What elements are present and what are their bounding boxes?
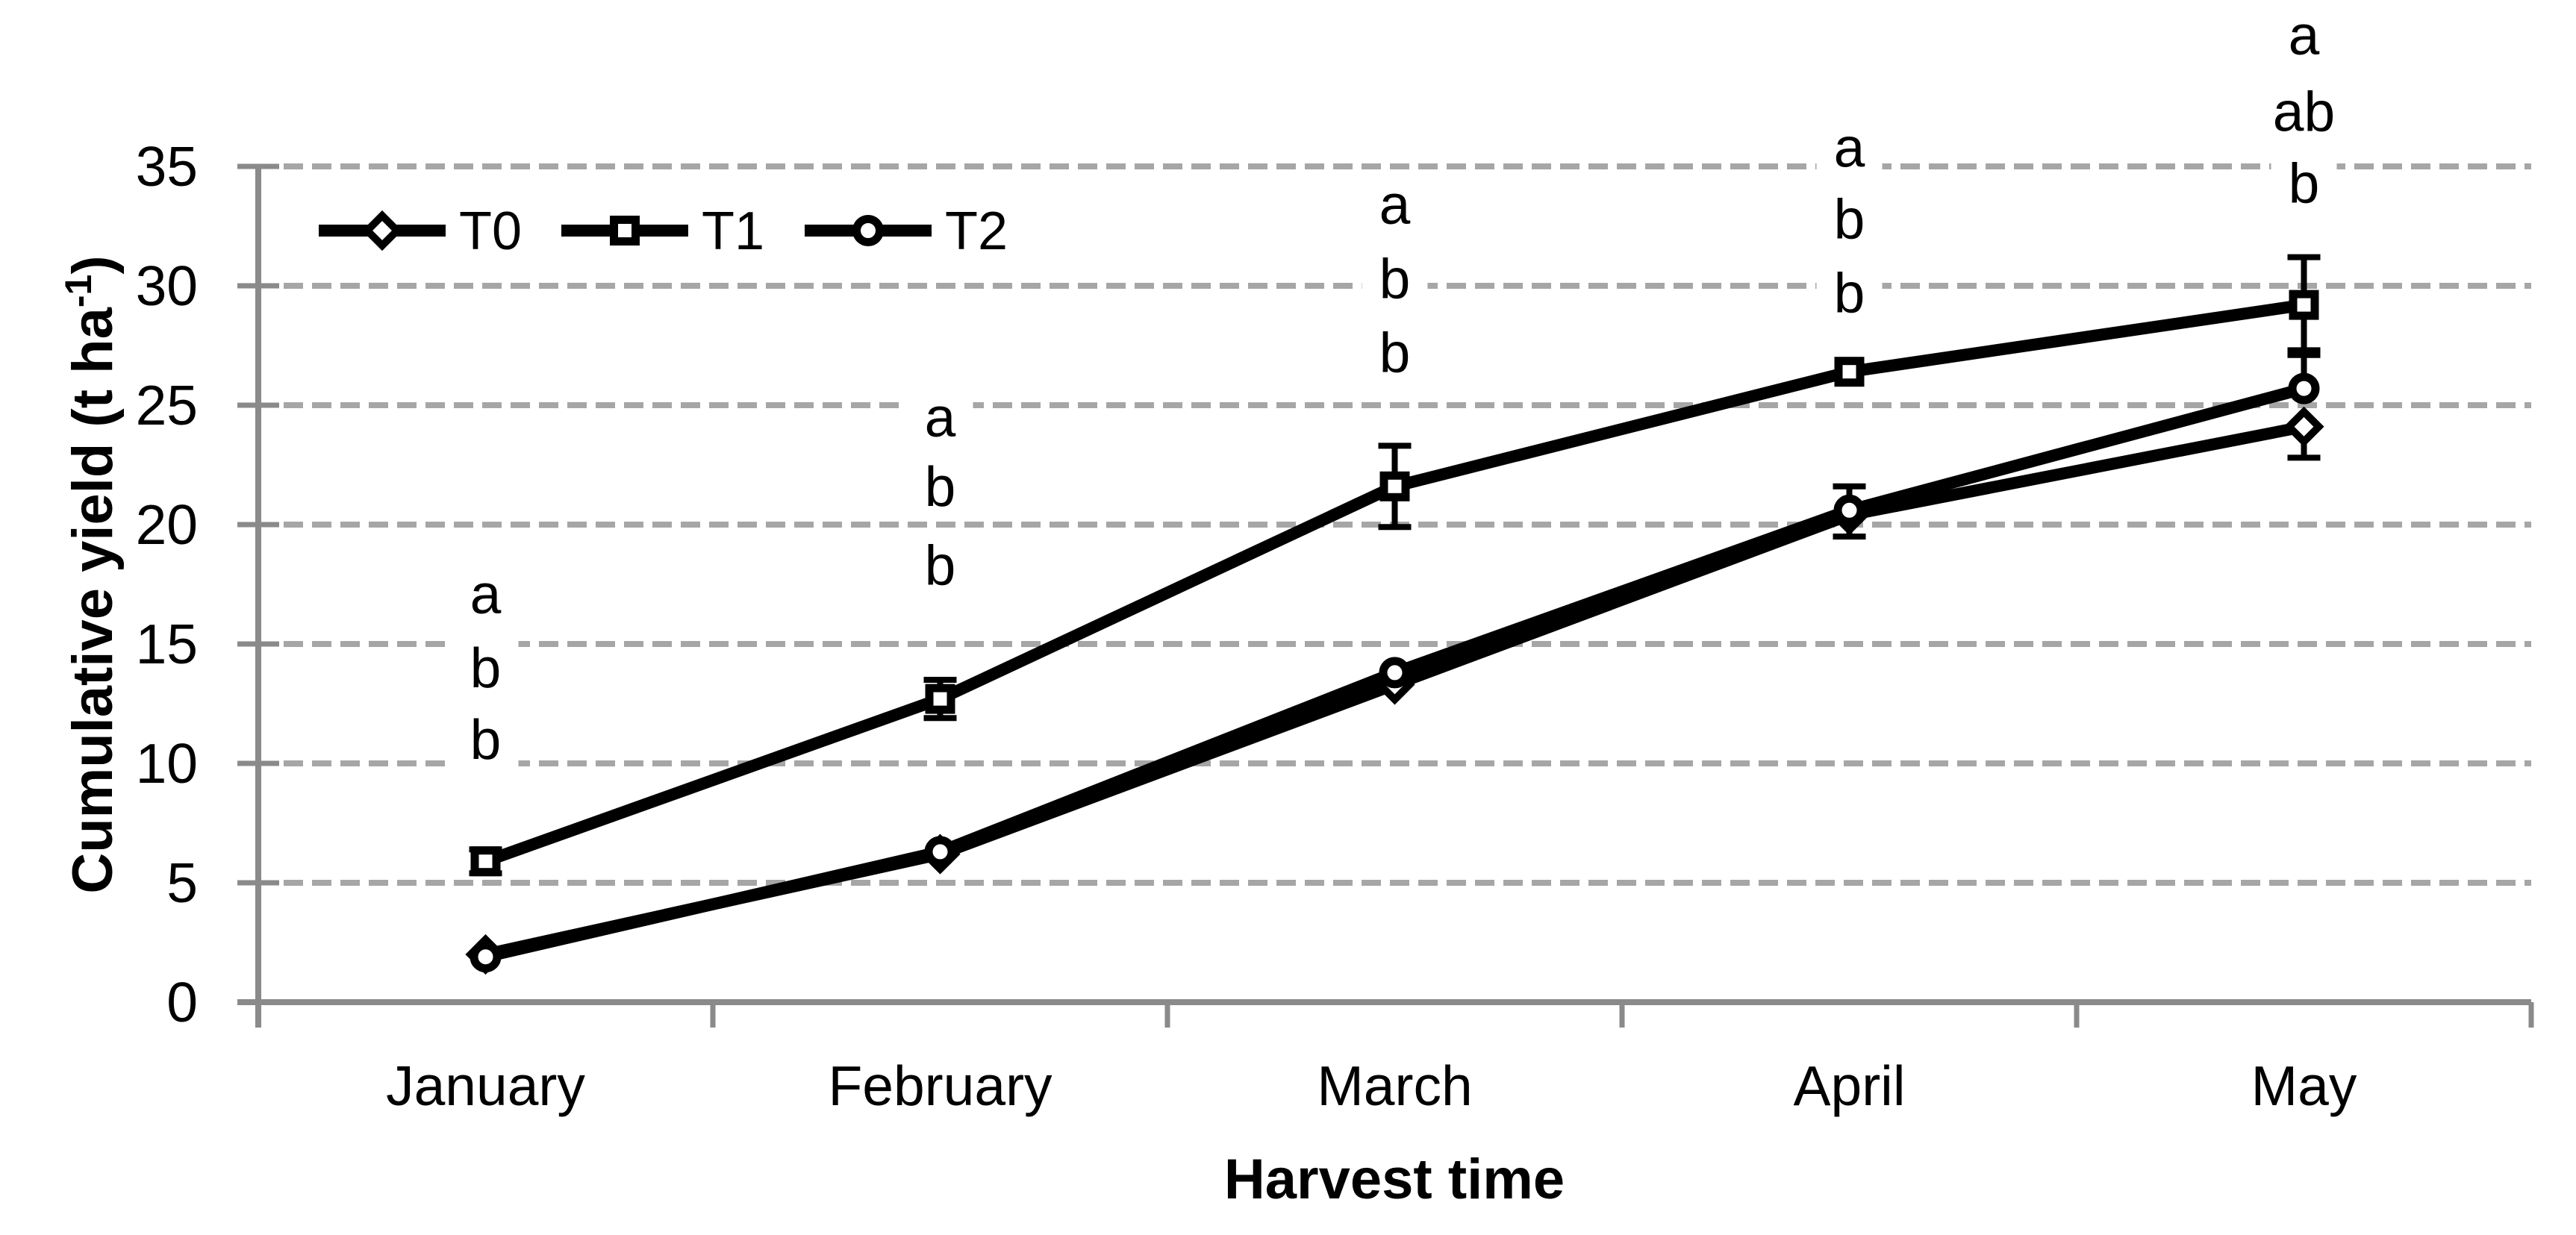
marker-T1-may-icon bbox=[2289, 290, 2319, 320]
y-tick-label-0: 0 bbox=[166, 971, 198, 1034]
letter-background bbox=[452, 559, 519, 628]
letter-background bbox=[1816, 184, 1883, 254]
legend-marker-circle-icon bbox=[852, 215, 884, 246]
significance-letter-may-3: b bbox=[2289, 151, 2320, 214]
significance-letter-march-1: a bbox=[1379, 173, 1411, 236]
x-tick-label-february: February bbox=[828, 1054, 1052, 1117]
letter-background bbox=[907, 531, 973, 600]
letter-background bbox=[1362, 244, 1428, 313]
legend-label-T1: T1 bbox=[702, 201, 764, 261]
letter-background bbox=[1362, 318, 1428, 387]
marker-T1-january-icon bbox=[470, 846, 501, 877]
letter-background bbox=[1816, 258, 1883, 328]
significance-letter-may-1: a bbox=[2289, 4, 2320, 66]
x-tick-label-march: March bbox=[1317, 1054, 1472, 1117]
x-tick-label-april: April bbox=[1793, 1054, 1905, 1117]
y-tick-label-20: 20 bbox=[136, 493, 198, 556]
y-axis-title-text: Cumulative yield (t ha-1) bbox=[57, 255, 125, 893]
marker-T1-february-icon bbox=[925, 684, 955, 714]
letter-background bbox=[1816, 113, 1883, 182]
letter-background bbox=[907, 451, 973, 521]
letter-background bbox=[452, 634, 519, 702]
marker-T2-january-icon bbox=[470, 941, 502, 973]
letter-background bbox=[1362, 170, 1428, 240]
significance-letter-january-1: a bbox=[470, 563, 502, 625]
letter-background bbox=[2271, 1, 2337, 69]
significance-letter-march-3: b bbox=[1379, 322, 1411, 384]
significance-letter-february-1: a bbox=[925, 386, 956, 448]
significance-letter-april-3: b bbox=[1834, 262, 1865, 325]
legend-label-T0: T0 bbox=[459, 201, 522, 261]
marker-T2-march-icon bbox=[1379, 657, 1411, 689]
legend-marker-square-icon bbox=[610, 216, 640, 246]
letter-background bbox=[2271, 148, 2337, 218]
legend-marker-diamond-icon bbox=[361, 210, 403, 251]
y-tick-label-35: 35 bbox=[136, 135, 198, 198]
significance-letter-march-2: b bbox=[1379, 247, 1411, 310]
y-tick-label-10: 10 bbox=[136, 732, 198, 795]
significance-letter-january-3: b bbox=[470, 708, 502, 771]
y-tick-label-15: 15 bbox=[136, 613, 198, 675]
y-tick-label-5: 5 bbox=[166, 851, 198, 914]
significance-letter-may-2: ab bbox=[2273, 80, 2335, 143]
y-tick-label-30: 30 bbox=[136, 254, 198, 317]
x-tick-label-january: January bbox=[386, 1054, 585, 1117]
legend-label-T2: T2 bbox=[945, 201, 1008, 261]
y-tick-label-25: 25 bbox=[136, 374, 198, 437]
marker-T1-april-icon bbox=[1834, 357, 1865, 387]
letter-background bbox=[452, 705, 519, 774]
significance-letter-february-2: b bbox=[925, 455, 956, 518]
marker-T2-february-icon bbox=[924, 836, 956, 868]
marker-T0-may-icon bbox=[2283, 406, 2324, 447]
letter-background bbox=[907, 383, 973, 451]
significance-letter-february-3: b bbox=[925, 534, 956, 596]
significance-letter-april-1: a bbox=[1834, 116, 1865, 178]
significance-letter-april-2: b bbox=[1834, 187, 1865, 250]
marker-T2-may-icon bbox=[2288, 372, 2320, 404]
x-tick-label-may: May bbox=[2251, 1054, 2357, 1117]
marker-T2-april-icon bbox=[1833, 494, 1865, 526]
y-axis-title: Cumulative yield (t ha-1) bbox=[57, 255, 125, 893]
x-axis-title: Harvest time bbox=[1224, 1148, 1565, 1211]
significance-letter-january-2: b bbox=[470, 637, 502, 699]
marker-T1-march-icon bbox=[1379, 471, 1410, 501]
letter-background bbox=[2271, 77, 2337, 146]
